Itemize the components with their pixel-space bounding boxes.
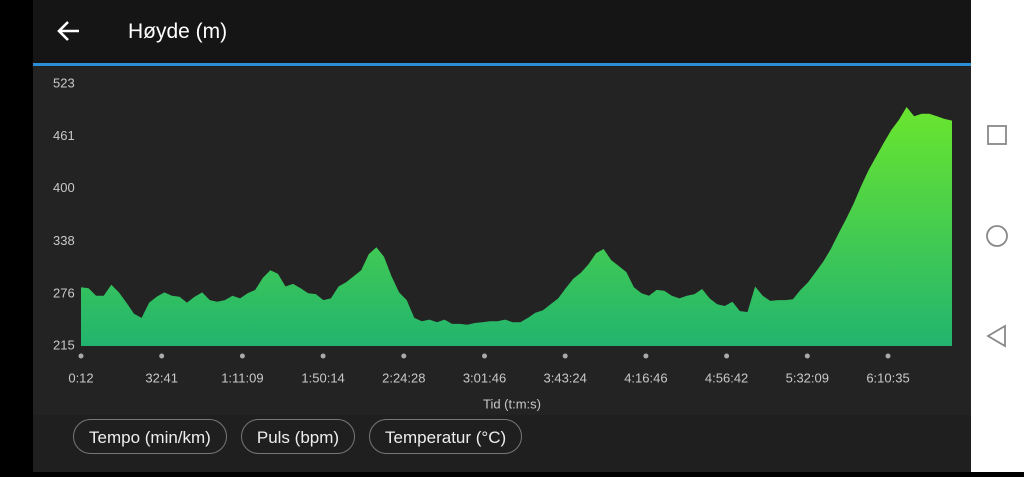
x-tick-label: 3:43:24 <box>544 370 587 385</box>
y-tick-label: 215 <box>53 337 75 352</box>
button-row: Tempo (min/km) Puls (bpm) Temperatur (°C) <box>73 419 523 454</box>
home-button[interactable] <box>986 225 1008 247</box>
x-tick-dot <box>562 353 568 359</box>
nav-icons <box>986 125 1008 348</box>
x-tick-label: 0:12 <box>68 370 93 385</box>
metric-button[interactable]: Puls (bpm) <box>240 419 356 454</box>
x-tick-label: 1:11:09 <box>221 370 263 385</box>
chart: Tid (t:m:s) 215 276 338 400 461 523 0:12 32:41 1… <box>33 67 971 415</box>
x-tick-label: 32:41 <box>145 370 178 385</box>
back-nav-button[interactable] <box>986 324 1006 348</box>
y-tick-label: 523 <box>53 75 75 90</box>
x-tick-dot <box>320 353 326 359</box>
header-title: Høyde (m) <box>128 20 228 43</box>
x-tick-label: 5:32:09 <box>786 370 829 385</box>
x-tick-dot <box>885 353 891 359</box>
y-tick-label: 276 <box>53 286 75 301</box>
x-tick-dot <box>78 353 84 359</box>
header: Høyde (m) <box>33 0 971 66</box>
metric-button[interactable]: Tempo (min/km) <box>73 419 227 454</box>
elevation-area <box>81 107 952 346</box>
x-tick-label: 3:01:46 <box>463 370 506 385</box>
x-tick-dot <box>643 353 649 359</box>
x-tick-label: 2:24:28 <box>382 370 425 385</box>
x-tick-label: 1:50:14 <box>301 370 344 385</box>
recents-button[interactable] <box>987 125 1007 145</box>
x-axis-label: Tid (t:m:s) <box>483 396 541 411</box>
metric-button[interactable]: Temperatur (°C) <box>369 419 523 454</box>
x-tick-dot <box>239 353 245 359</box>
x-tick-dot <box>804 353 810 359</box>
x-tick-dot <box>482 353 487 359</box>
x-tick-dot <box>401 353 407 359</box>
x-tick-dot <box>159 353 165 359</box>
x-tick-label: 4:16:46 <box>624 370 667 385</box>
back-button[interactable] <box>55 18 81 44</box>
plot-background <box>33 67 971 415</box>
x-tick-label: 6:10:35 <box>866 370 909 385</box>
x-tick-dot <box>724 353 730 359</box>
y-tick-label: 461 <box>53 128 75 143</box>
nav-bar <box>971 0 1024 472</box>
y-tick-label: 400 <box>53 180 75 195</box>
y-tick-label: 338 <box>53 233 75 248</box>
x-tick-label: 4:56:42 <box>705 370 748 385</box>
